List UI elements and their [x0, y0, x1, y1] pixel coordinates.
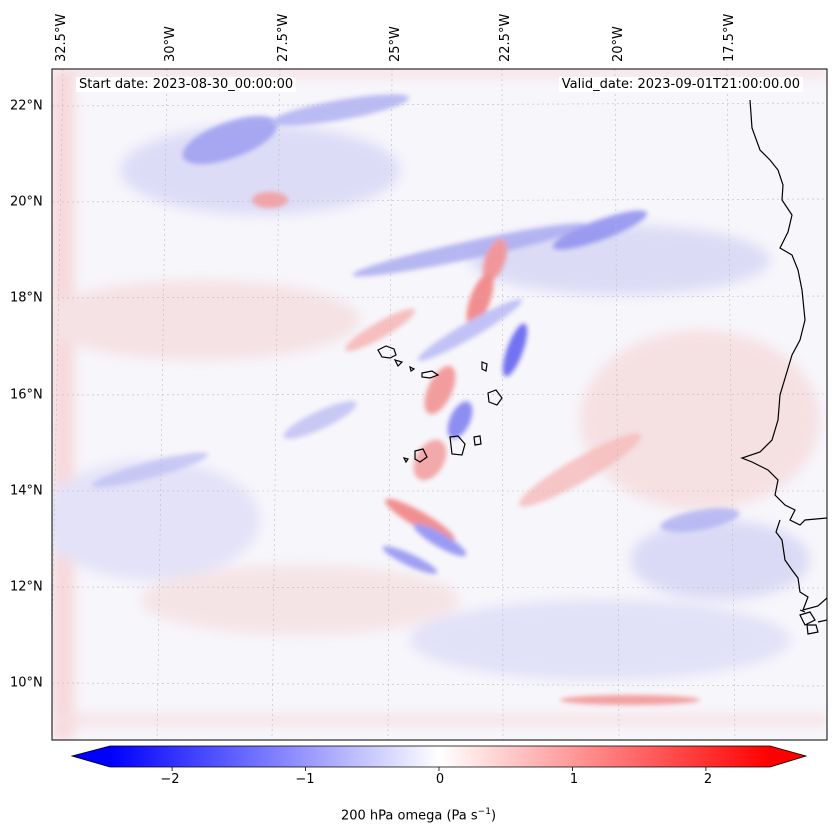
graticule [52, 69, 827, 740]
valid-date-label: Valid_date: 2023-09-01T21:00:00.00 [558, 77, 803, 92]
colorbar-tick-label: −1 [295, 772, 315, 787]
colorbar-tick-label: 1 [569, 772, 579, 787]
colorbar-low-extend [72, 746, 110, 767]
lon-label: 17.5°W [722, 13, 737, 62]
colorbar-tick-label: −2 [160, 772, 180, 787]
lat-label: 18°N [10, 290, 43, 306]
colorbar-gradient [110, 746, 770, 767]
lat-label: 22°N [10, 98, 43, 114]
lon-label: 32.5°W [54, 13, 69, 62]
omega-field [52, 69, 827, 740]
lat-label: 14°N [10, 483, 43, 499]
lon-label: 20°W [611, 26, 626, 62]
colorbar-label-text: 200 hPa omega (Pa s [340, 808, 478, 824]
lon-label: 30°W [163, 26, 178, 62]
colorbar-label-exponent: −1 [477, 807, 491, 817]
start-date-label: Start date: 2023-08-30_00:00:00 [76, 77, 297, 92]
colorbar [70, 745, 808, 771]
colorbar-label: 200 hPa omega (Pa s−1) [0, 807, 837, 823]
lon-label: 25°W [388, 26, 403, 62]
colorbar-tick-label: 2 [703, 772, 713, 787]
coastline-africa [740, 99, 827, 635]
lat-label: 10°N [10, 675, 43, 691]
map-frame [51, 68, 828, 741]
lon-label: 27.5°W [276, 13, 291, 62]
lat-label: 16°N [10, 387, 43, 403]
coastline-islands [377, 345, 503, 464]
colorbar-label-suffix: ) [490, 808, 497, 824]
lat-label: 20°N [10, 194, 43, 210]
lon-label: 22.5°W [498, 13, 513, 62]
lat-label: 12°N [10, 579, 43, 595]
colorbar-tick-label: 0 [435, 772, 445, 787]
colorbar-high-extend [770, 746, 806, 767]
